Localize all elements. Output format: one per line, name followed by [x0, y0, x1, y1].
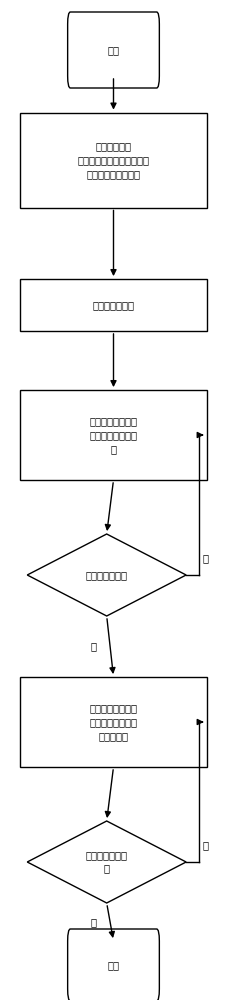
Text: 确定系统模型
设置未知非线性状态函数，
时变扰动与故障函数: 确定系统模型 设置未知非线性状态函数， 时变扰动与故障函数	[77, 141, 150, 179]
Text: 设计扩张状态观测
器，选择观测器参
数: 设计扩张状态观测 器，选择观测器参 数	[89, 416, 138, 454]
Text: 设计快速终端滑模
容错控制律，选择
控制器参数: 设计快速终端滑模 容错控制律，选择 控制器参数	[89, 703, 138, 741]
Bar	[20, 279, 207, 331]
Text: 否: 否	[202, 840, 208, 850]
Text: 否: 否	[202, 553, 208, 563]
Text: 开始: 开始	[108, 45, 119, 55]
Text: 结束: 结束	[108, 960, 119, 970]
Text: 是: 是	[90, 642, 96, 652]
Text: 状态轨迹是否收
敛: 状态轨迹是否收 敛	[86, 850, 128, 874]
Polygon shape	[27, 821, 186, 903]
Bar	[20, 390, 207, 480]
Text: 定义总不确定项: 定义总不确定项	[92, 300, 135, 310]
Polygon shape	[27, 534, 186, 616]
Text: 是: 是	[90, 917, 96, 927]
FancyBboxPatch shape	[68, 929, 159, 1000]
Bar	[20, 112, 207, 208]
Text: 观测器是否收敛: 观测器是否收敛	[86, 570, 128, 580]
FancyBboxPatch shape	[68, 12, 159, 88]
Bar	[20, 677, 207, 767]
